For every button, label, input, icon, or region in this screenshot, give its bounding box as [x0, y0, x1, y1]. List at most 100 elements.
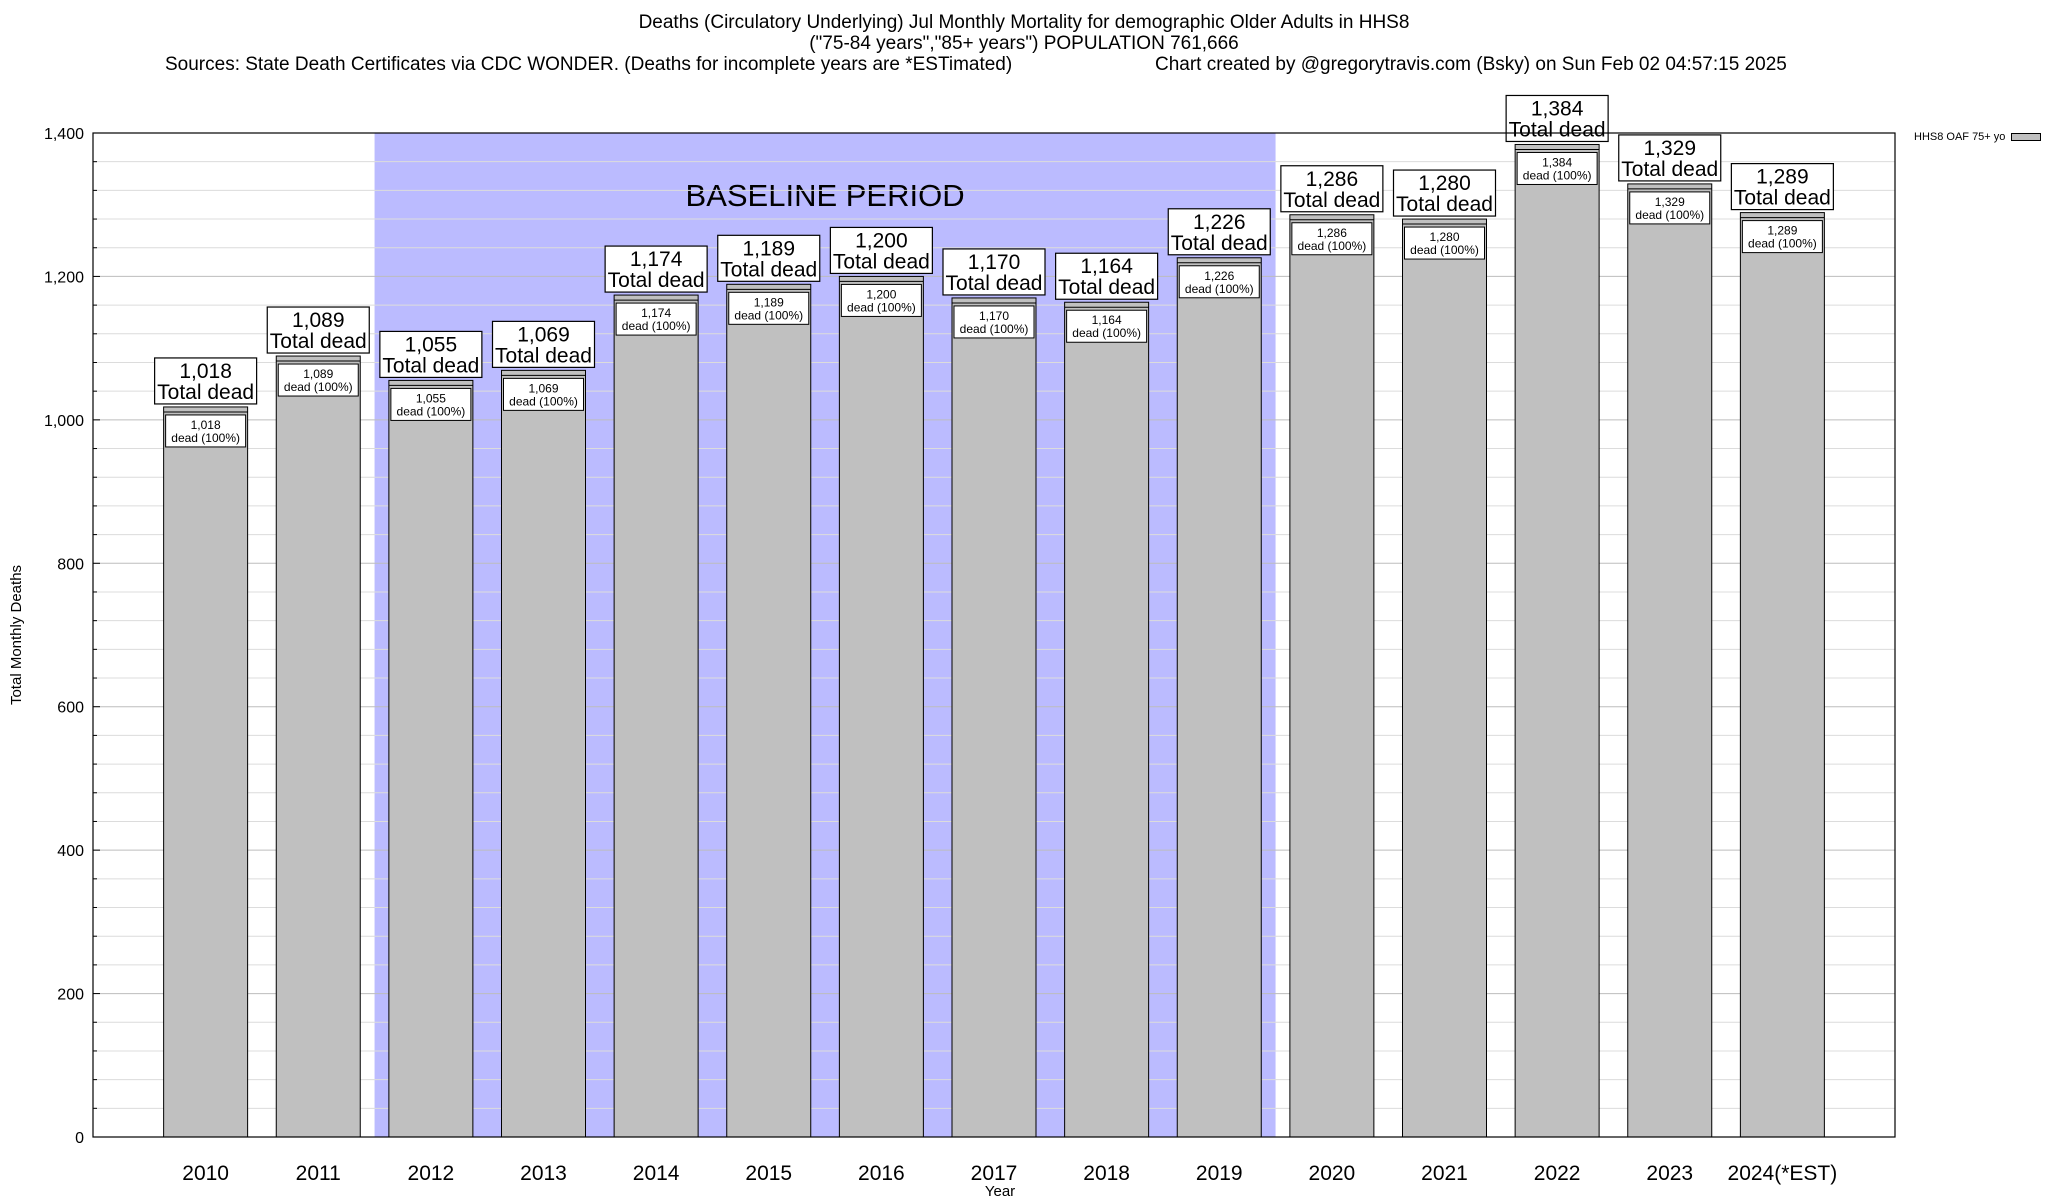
y-axis-title: Total Monthly Deaths — [8, 565, 25, 705]
total-suffix-label: Total dead — [833, 250, 930, 273]
x-tick-label: 2018 — [1083, 1162, 1130, 1185]
inner-percent-label: dead (100%) — [1298, 239, 1367, 253]
x-tick-label: 2024(*EST) — [1728, 1162, 1838, 1185]
bar-2017 — [951, 297, 1037, 1138]
credit-note: Chart created by @gregorytravis.com (Bsk… — [1155, 54, 1787, 75]
x-tick-label: 2011 — [296, 1162, 341, 1185]
inner-value-label: 1,189 — [754, 295, 784, 309]
total-label-box — [829, 226, 933, 275]
total-suffix-label: Total dead — [946, 272, 1043, 295]
total-label-box — [717, 234, 821, 282]
total-suffix-label: Total dead — [1283, 189, 1380, 212]
total-label-box — [1505, 94, 1609, 143]
bar-2016 — [838, 275, 924, 1138]
total-value-label: 1,200 — [855, 229, 908, 252]
total-value-label: 1,055 — [405, 333, 458, 356]
total-label-box — [266, 306, 370, 354]
inner-percent-label: dead (100%) — [847, 300, 916, 314]
total-suffix-label: Total dead — [720, 258, 817, 281]
total-value-label: 1,329 — [1643, 137, 1696, 160]
total-value-label: 1,384 — [1531, 97, 1584, 120]
y-tick-label: 1,400 — [44, 126, 84, 143]
x-tick-label: 2012 — [408, 1162, 455, 1185]
total-value-label: 1,280 — [1418, 172, 1471, 195]
inner-label-box — [1741, 220, 1823, 254]
inner-value-label: 1,055 — [416, 391, 446, 405]
total-label-box — [1167, 208, 1271, 256]
inner-label-box — [503, 377, 584, 411]
inner-label-box — [165, 414, 247, 448]
inner-percent-label: dead (100%) — [171, 431, 240, 445]
total-label-box — [1280, 165, 1384, 213]
total-label-box — [604, 245, 708, 293]
inner-label-box — [615, 302, 697, 336]
bar-2015 — [726, 283, 812, 1138]
inner-value-label: 1,069 — [528, 381, 558, 395]
inner-label-box — [277, 363, 359, 397]
inner-value-label: 1,289 — [1767, 224, 1797, 238]
legend: HHS8 OAF 75+ yo — [1914, 131, 2042, 143]
inner-label-box — [728, 291, 810, 325]
inner-label-box — [1629, 191, 1711, 225]
inner-label-box — [1178, 265, 1260, 299]
total-label-box — [154, 357, 258, 405]
inner-label-box — [1404, 226, 1485, 260]
total-value-label: 1,189 — [742, 237, 795, 260]
inner-value-label: 1,089 — [303, 367, 333, 381]
bar-2021 — [1402, 218, 1487, 1138]
inner-percent-label: dead (100%) — [397, 404, 466, 418]
total-label-box — [1055, 252, 1159, 300]
total-value-label: 1,018 — [179, 360, 232, 383]
bar-2012 — [388, 379, 474, 1138]
legend-swatch — [2011, 133, 2042, 141]
inner-percent-label: dead (100%) — [734, 308, 803, 322]
inner-percent-label: dead (100%) — [1185, 282, 1254, 296]
total-suffix-label: Total dead — [1734, 187, 1831, 210]
total-suffix-label: Total dead — [495, 344, 592, 367]
inner-percent-label: dead (100%) — [509, 394, 578, 408]
y-tick-label: 200 — [57, 987, 84, 1004]
inner-percent-label: dead (100%) — [284, 380, 353, 394]
x-tick-label: 2023 — [1646, 1162, 1693, 1185]
bar-2011 — [275, 355, 361, 1138]
total-value-label: 1,164 — [1080, 255, 1133, 278]
y-tick-label: 400 — [57, 843, 84, 860]
x-tick-label: 2017 — [971, 1162, 1018, 1185]
inner-value-label: 1,200 — [866, 287, 896, 301]
bar-2023 — [1627, 183, 1713, 1138]
total-value-label: 1,170 — [968, 251, 1021, 274]
total-label-box — [1730, 163, 1834, 211]
inner-label-box — [840, 283, 922, 317]
total-suffix-label: Total dead — [270, 330, 367, 353]
inner-label-box — [1291, 222, 1373, 256]
inner-label-box — [1516, 151, 1598, 185]
inner-percent-label: dead (100%) — [622, 319, 691, 333]
y-tick-label: 1,200 — [44, 269, 84, 286]
y-tick-label: 1,000 — [44, 413, 84, 430]
total-label-box — [942, 248, 1046, 296]
total-suffix-label: Total dead — [157, 381, 254, 404]
bar-2024(*EST) — [1739, 212, 1825, 1138]
bar-2020 — [1289, 214, 1375, 1138]
total-suffix-label: Total dead — [1509, 118, 1606, 141]
bar-2010 — [163, 406, 249, 1138]
inner-label-box — [953, 305, 1035, 339]
inner-value-label: 1,286 — [1317, 226, 1347, 240]
legend-label: HHS8 OAF 75+ yo — [1914, 131, 2006, 143]
total-suffix-label: Total dead — [608, 269, 705, 292]
inner-value-label: 1,280 — [1429, 230, 1459, 244]
total-value-label: 1,174 — [630, 248, 683, 271]
x-tick-label: 2022 — [1534, 1162, 1581, 1185]
x-tick-label: 2013 — [520, 1162, 567, 1185]
x-tick-label: 2010 — [182, 1162, 229, 1185]
inner-label-box — [390, 387, 472, 421]
inner-percent-label: dead (100%) — [1635, 208, 1704, 222]
bar-2018 — [1064, 301, 1150, 1138]
total-value-label: 1,226 — [1193, 211, 1246, 234]
x-axis-title: Year — [985, 1183, 1015, 1200]
inner-value-label: 1,170 — [979, 309, 1009, 323]
inner-value-label: 1,226 — [1204, 269, 1234, 283]
inner-percent-label: dead (100%) — [1523, 168, 1592, 182]
inner-percent-label: dead (100%) — [1410, 243, 1479, 257]
